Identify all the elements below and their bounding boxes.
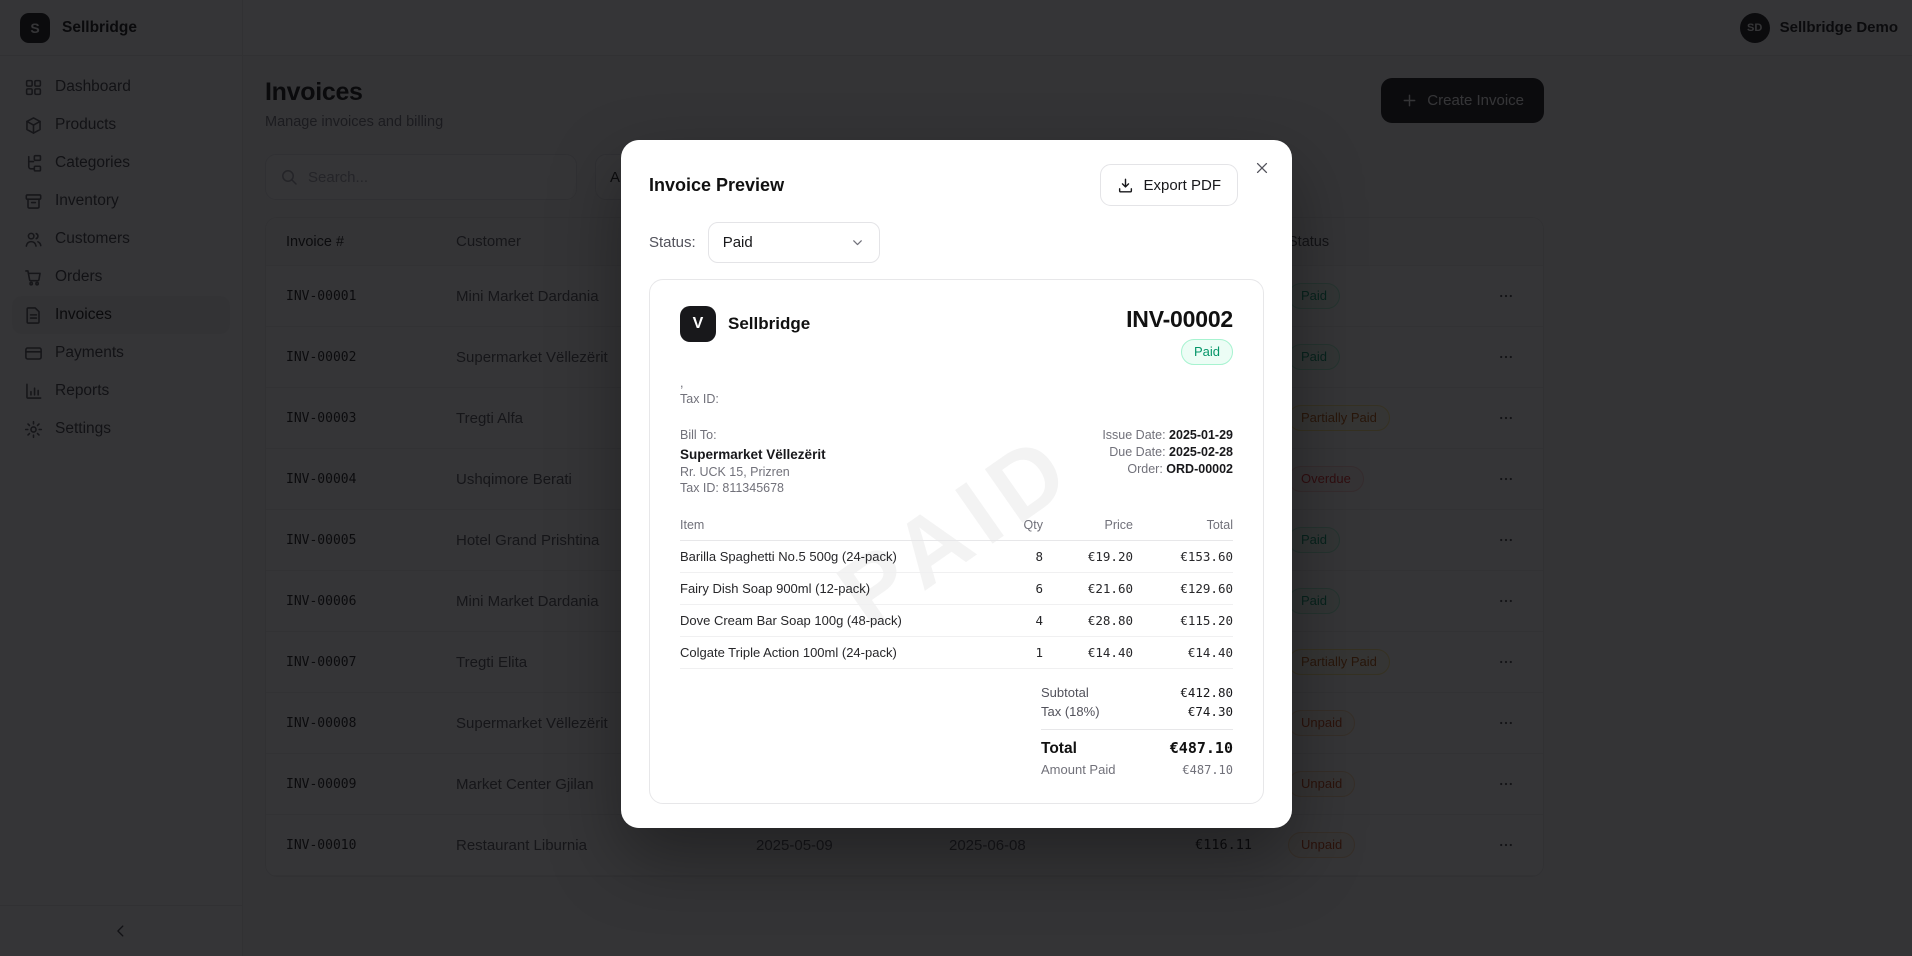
vendor-details: , Tax ID: [680,375,1233,407]
invoice-meta-line: Order: ORD-00002 [1102,461,1233,478]
meta-label: Order: [1127,462,1163,477]
subtotal-row: Subtotal €412.80 [1041,685,1233,700]
item-total: €153.60 [1180,549,1233,565]
modal-header: Invoice Preview Export PDF [649,164,1264,206]
item-price: €14.40 [1087,645,1133,661]
modal-title: Invoice Preview [649,174,785,195]
items-header-item: Item [680,518,705,533]
item-name: Barilla Spaghetti No.5 500g (24-pack) [680,549,897,565]
bill-to-name: Supermarket Vëllezërit [680,447,826,463]
subtotal-value: €412.80 [1180,685,1233,701]
amount-paid-value: €487.10 [1182,763,1233,778]
close-button[interactable] [1250,156,1274,180]
tax-row: Tax (18%) €74.30 [1041,704,1233,719]
item-total: €14.40 [1187,645,1233,661]
total-label: Total [1041,740,1077,758]
bill-to-address: Rr. UCK 15, Prizren [680,465,790,480]
total-value: €487.10 [1169,739,1233,758]
invoice-meta-line: Due Date: 2025-02-28 [1102,444,1233,461]
invoice-meta-block: Issue Date: 2025-01-29 Due Date: 2025-02… [1102,427,1233,496]
bill-to-block: Bill To: Supermarket Vëllezërit Rr. UCK … [680,427,826,496]
invoice-item-row: Colgate Triple Action 100ml (24-pack) 1 … [680,637,1233,670]
invoice-status-value: Paid [722,234,753,251]
item-qty: 1 [1035,645,1043,661]
bill-to-label: Bill To: [680,428,717,443]
vendor-tax-id: Tax ID: [680,392,719,407]
vendor-address: , [680,376,684,391]
invoice-totals: Subtotal €412.80 Tax (18%) €74.30 Total … [1041,685,1233,777]
item-price: €19.20 [1087,549,1133,565]
invoice-item-row: Fairy Dish Soap 900ml (12-pack) 6 €21.60… [680,573,1233,606]
meta-value: 2025-02-28 [1169,445,1233,460]
item-name: Colgate Triple Action 100ml (24-pack) [680,645,897,661]
meta-label: Due Date: [1109,445,1166,460]
item-name: Fairy Dish Soap 900ml (12-pack) [680,581,871,597]
bill-to-tax-id: Tax ID: 811345678 [680,481,785,496]
item-price: €28.80 [1087,613,1133,629]
meta-value: 2025-01-29 [1169,428,1233,443]
invoice-card-header: V Sellbridge INV-00002 Paid [680,306,1233,366]
tax-label: Tax (18%) [1041,704,1100,720]
amount-paid-row: Amount Paid €487.10 [1041,762,1233,777]
items-header-price: Price [1104,518,1133,533]
invoice-item-row: Dove Cream Bar Soap 100g (48-pack) 4 €28… [680,605,1233,638]
items-header-row: Item Qty Price Total [680,518,1233,542]
vendor-logo: V [680,306,716,342]
item-qty: 8 [1035,549,1043,565]
invoice-status-select[interactable]: Paid [707,222,880,263]
items-header-total: Total [1206,518,1233,533]
invoice-item-row: Barilla Spaghetti No.5 500g (24-pack) 8 … [680,541,1233,574]
meta-label: Issue Date: [1102,428,1166,443]
amount-paid-label: Amount Paid [1041,762,1116,778]
billing-section: Bill To: Supermarket Vëllezërit Rr. UCK … [680,427,1233,496]
item-total: €115.20 [1180,613,1233,629]
subtotal-label: Subtotal [1041,685,1089,701]
invoice-meta-line: Issue Date: 2025-01-29 [1102,427,1233,444]
export-pdf-label: Export PDF [1143,176,1221,194]
item-qty: 4 [1035,613,1043,629]
meta-value: ORD-00002 [1166,462,1233,477]
tax-value: €74.30 [1187,704,1233,720]
total-row: Total €487.10 [1041,729,1233,758]
vendor-name: Sellbridge [728,314,811,333]
chevron-down-icon [850,235,865,250]
invoice-status-badge: Paid [1180,339,1233,366]
invoice-items-table: Item Qty Price Total Barilla Spaghetti N… [680,518,1233,670]
invoice-status-row: Status: Paid [649,222,1264,263]
item-name: Dove Cream Bar Soap 100g (48-pack) [680,613,902,629]
item-price: €21.60 [1087,581,1133,597]
item-total: €129.60 [1180,581,1233,597]
invoice-number: INV-00002 [1126,306,1233,332]
item-qty: 6 [1035,581,1043,597]
invoice-preview-modal: Invoice Preview Export PDF Status: Paid … [621,140,1292,829]
download-icon [1117,177,1134,194]
items-header-qty: Qty [1023,518,1043,533]
close-icon [1254,160,1270,176]
vendor-logo-letter: V [692,315,704,332]
export-pdf-button[interactable]: Export PDF [1100,164,1238,206]
status-label: Status: [649,234,696,251]
invoice-preview-card: PAID V Sellbridge INV-00002 Paid , Tax I… [649,279,1264,805]
